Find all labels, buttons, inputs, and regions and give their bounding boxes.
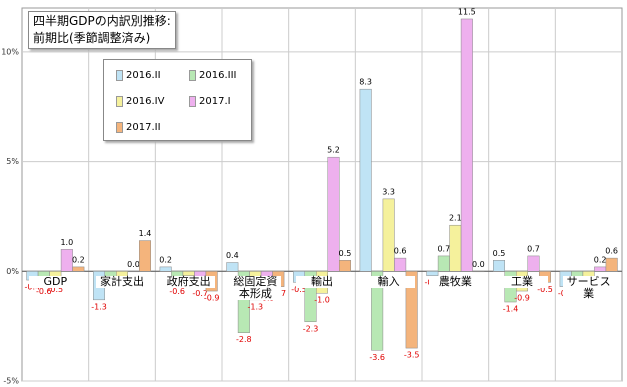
bar	[605, 257, 618, 272]
bar	[327, 156, 340, 272]
value-label: 0.4	[226, 251, 239, 260]
bar	[382, 198, 395, 272]
value-label: 8.3	[359, 78, 372, 87]
bar	[527, 255, 540, 272]
bar	[127, 271, 140, 273]
x-tick-label: 輸入	[362, 276, 415, 289]
legend-item: 2017.II	[116, 122, 161, 133]
legend-label: 2017.II	[126, 122, 161, 133]
bar	[472, 271, 485, 273]
value-label: -0.5	[537, 285, 553, 294]
bar	[405, 271, 418, 349]
value-label: 0.6	[605, 247, 618, 256]
x-tick-label: 家計支出	[96, 276, 148, 289]
value-label: -0.9	[204, 294, 220, 303]
x-tick-label: 総固定資本形成	[229, 276, 282, 301]
bar	[594, 266, 607, 272]
bar	[426, 271, 439, 276]
value-label: 0.2	[594, 255, 607, 264]
value-label: 0.7	[527, 244, 540, 253]
value-label: 3.3	[382, 187, 395, 196]
bar	[226, 262, 239, 272]
bar	[449, 224, 462, 272]
title-line: 前期比(季節調整済み)	[33, 31, 151, 45]
bar	[394, 257, 407, 272]
value-label: 1.0	[60, 238, 73, 247]
bar	[60, 249, 73, 272]
bar	[339, 260, 351, 272]
value-label: -0.5	[48, 285, 64, 294]
value-label: 1.4	[139, 229, 152, 238]
legend-item: 2016.III	[189, 70, 236, 81]
value-label: -0.6	[169, 287, 185, 296]
legend-label: 2017.I	[199, 96, 231, 107]
x-tick-label: 農牧業	[429, 276, 482, 289]
bar	[237, 271, 250, 333]
x-tick-label: 工業	[496, 276, 548, 289]
bar	[159, 266, 172, 272]
bar	[460, 18, 473, 272]
y-tick-label: 10%	[1, 47, 19, 56]
value-label: -1.4	[503, 305, 519, 314]
value-label: -2.8	[236, 335, 252, 344]
value-label: -0.9	[514, 294, 530, 303]
value-label: -3.6	[369, 353, 385, 362]
legend: 2016.II 2016.III 2016.IV 2017.I 2017.II	[103, 59, 252, 141]
y-tick-label: 0%	[6, 267, 19, 276]
value-label: -1.0	[314, 296, 330, 305]
x-tick-label: サービス業	[562, 276, 615, 301]
x-tick-label: 輸出	[296, 276, 348, 289]
value-label: 0.0	[127, 260, 140, 269]
value-label: 5.2	[327, 146, 340, 155]
value-label: 0.6	[394, 247, 407, 256]
legend-label: 2016.IV	[126, 96, 165, 107]
legend-swatch	[116, 122, 123, 133]
x-tick-label: GDP	[29, 276, 82, 289]
value-label: -2.3	[303, 324, 319, 333]
x-tick-label: 政府支出	[162, 276, 215, 289]
bar	[72, 266, 85, 272]
bar	[304, 271, 317, 323]
value-label: -1.3	[248, 302, 264, 311]
legend-label: 2016.II	[126, 70, 161, 81]
bar	[371, 271, 384, 351]
value-label: -1.3	[91, 302, 107, 311]
y-tick-label: 5%	[6, 157, 19, 166]
legend-item: 2016.II	[116, 70, 161, 81]
value-label: 2.1	[449, 214, 462, 223]
value-label: -0.7	[192, 289, 208, 298]
bar	[359, 88, 372, 272]
chart-title: 四半期GDPの内訳別推移: 前期比(季節調整済み)	[28, 11, 176, 49]
value-label: 0.2	[72, 255, 85, 264]
legend-item: 2017.I	[189, 96, 231, 107]
value-label: 0.0	[472, 260, 485, 269]
legend-swatch	[189, 96, 196, 107]
legend-label: 2016.III	[199, 70, 237, 81]
value-label: -3.5	[404, 351, 420, 360]
bar	[139, 240, 151, 272]
value-label: -0.6	[36, 287, 52, 296]
value-label: 0.5	[493, 249, 506, 258]
value-label: 0.5	[339, 249, 352, 258]
value-label: 0.7	[437, 244, 450, 253]
legend-item: 2016.IV	[116, 96, 164, 107]
bar	[437, 255, 450, 272]
y-tick-label: -5%	[3, 377, 19, 386]
value-label: 11.5	[458, 7, 476, 16]
legend-swatch	[116, 96, 123, 107]
bar	[493, 260, 505, 272]
value-label: -0.5	[291, 285, 307, 294]
value-label: 0.2	[159, 255, 172, 264]
legend-swatch	[116, 70, 123, 81]
legend-swatch	[189, 70, 196, 81]
title-line: 四半期GDPの内訳別推移:	[33, 14, 171, 28]
